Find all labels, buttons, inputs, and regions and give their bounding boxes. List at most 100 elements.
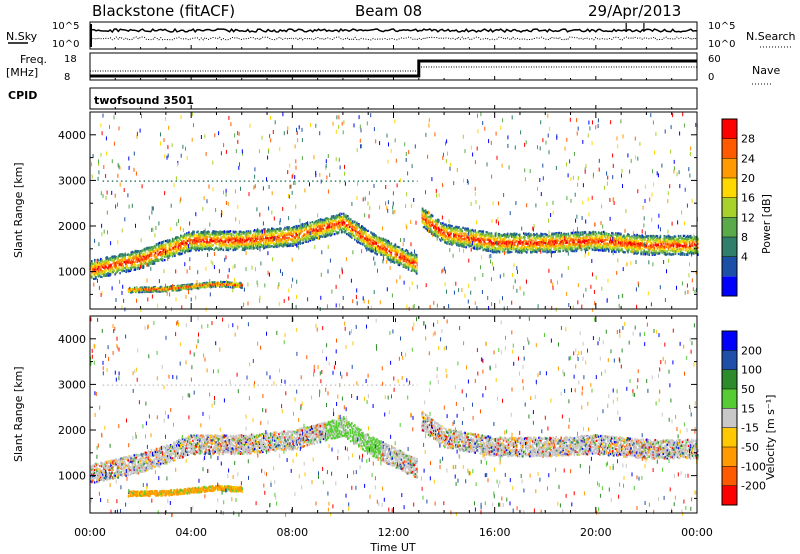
echo-pixel bbox=[178, 239, 180, 243]
echo-pixel bbox=[189, 233, 191, 236]
echo-pixel bbox=[135, 259, 138, 262]
echo-pixel bbox=[274, 236, 276, 239]
echo-pixel bbox=[174, 252, 176, 255]
echo-pixel bbox=[101, 259, 103, 262]
echo-pixel bbox=[141, 249, 144, 252]
echo-pixel bbox=[108, 263, 110, 266]
echo-pixel bbox=[168, 248, 171, 251]
echo-pixel bbox=[196, 243, 198, 246]
echo-pixel bbox=[260, 235, 262, 238]
echo-pixel bbox=[338, 220, 341, 223]
echo-pixel bbox=[333, 233, 336, 236]
echo-pixel bbox=[342, 224, 345, 227]
echo-pixel bbox=[323, 235, 326, 238]
echo-pixel bbox=[156, 259, 159, 263]
echo-pixel bbox=[145, 256, 148, 259]
echo-pixel bbox=[173, 253, 175, 256]
echo-pixel bbox=[352, 231, 354, 234]
echo-pixel bbox=[252, 235, 255, 238]
echo-pixel bbox=[100, 264, 102, 267]
echo-pixel bbox=[362, 227, 364, 230]
echo-pixel bbox=[307, 240, 310, 243]
echo-pixel bbox=[95, 269, 97, 273]
echo-pixel bbox=[369, 245, 371, 248]
echo-pixel bbox=[363, 229, 365, 232]
echo-pixel bbox=[180, 239, 182, 242]
echo-pixel bbox=[106, 260, 108, 263]
echo-pixel bbox=[317, 223, 320, 226]
echo-pixel bbox=[197, 239, 199, 242]
echo-pixel bbox=[398, 256, 401, 259]
echo-pixel bbox=[189, 239, 191, 242]
echo-pixel bbox=[96, 266, 98, 269]
echo-pixel bbox=[409, 254, 412, 258]
echo-pixel bbox=[395, 259, 398, 262]
echo-pixel bbox=[175, 242, 177, 245]
echo-pixel bbox=[489, 250, 492, 253]
echo-pixel bbox=[485, 234, 488, 237]
echo-pixel bbox=[206, 231, 208, 234]
echo-pixel bbox=[276, 242, 278, 245]
echo-pixel bbox=[319, 221, 322, 224]
echo-pixel bbox=[225, 231, 228, 234]
echo-pixel bbox=[348, 234, 350, 237]
echo-pixel bbox=[93, 262, 95, 265]
echo-pixel bbox=[147, 264, 150, 267]
echo-pixel bbox=[236, 239, 239, 242]
echo-pixel bbox=[283, 242, 285, 246]
echo-pixel bbox=[148, 250, 151, 253]
echo-pixel bbox=[250, 239, 253, 242]
echo-pixel bbox=[450, 235, 452, 238]
echo-pixel bbox=[139, 261, 142, 264]
echo-pixel bbox=[349, 225, 351, 229]
echo-pixel bbox=[147, 260, 150, 263]
echo-pixel bbox=[289, 242, 291, 245]
echo-pixel bbox=[394, 244, 397, 247]
echo-pixel bbox=[322, 232, 325, 235]
echo-pixel bbox=[330, 228, 333, 231]
echo-pixel bbox=[347, 215, 349, 218]
echo-pixel bbox=[382, 243, 384, 246]
echo-pixel bbox=[171, 247, 174, 250]
echo-pixel bbox=[119, 269, 121, 272]
echo-pixel bbox=[507, 244, 510, 248]
echo-pixel bbox=[315, 228, 318, 231]
echo-pixel bbox=[173, 240, 175, 243]
echo-pixel bbox=[179, 247, 181, 250]
echo-pixel bbox=[103, 266, 105, 269]
echo-pixel bbox=[329, 230, 332, 233]
echo-pixel bbox=[234, 230, 237, 233]
echo-pixel bbox=[134, 256, 137, 259]
echo-pixel bbox=[177, 236, 179, 239]
echo-pixel bbox=[326, 217, 329, 220]
echo-pixel bbox=[131, 250, 134, 253]
echo-pixel bbox=[269, 236, 271, 239]
echo-pixel bbox=[309, 222, 312, 225]
echo-pixel bbox=[232, 231, 235, 234]
echo-pixel bbox=[359, 232, 361, 235]
echo-pixel bbox=[379, 246, 381, 249]
nave-tick-top: 60 bbox=[708, 54, 721, 65]
echo-pixel bbox=[368, 244, 370, 247]
echo-pixel bbox=[95, 264, 97, 267]
echo-pixel bbox=[157, 248, 160, 251]
echo-pixel bbox=[343, 225, 346, 228]
echo-pixel bbox=[394, 247, 397, 250]
echo-pixel bbox=[187, 239, 189, 242]
echo-pixel bbox=[309, 228, 312, 231]
echo-pixel bbox=[394, 250, 397, 253]
echo-pixel bbox=[169, 253, 172, 256]
echo-pixel bbox=[461, 240, 463, 243]
echo-pixel bbox=[318, 229, 321, 232]
echo-pixel bbox=[250, 245, 253, 248]
echo-pixel bbox=[137, 287, 139, 291]
echo-pixel bbox=[294, 239, 296, 242]
echo-pixel bbox=[149, 262, 152, 265]
echo-pixel bbox=[390, 254, 393, 257]
echo-pixel bbox=[402, 265, 405, 268]
echo-pixel bbox=[325, 217, 328, 220]
echo-pixel bbox=[370, 245, 372, 248]
echo-pixel bbox=[243, 246, 246, 249]
echo-pixel bbox=[163, 248, 166, 251]
echo-pixel bbox=[261, 232, 263, 235]
